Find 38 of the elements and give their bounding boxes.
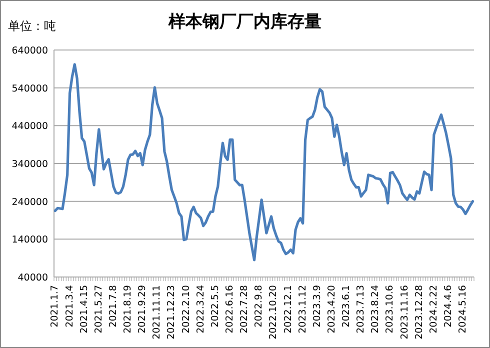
x-tick-label: 2024.4.6 (443, 285, 454, 328)
x-tick-label: 2021.3.4 (64, 285, 76, 328)
x-tick-label: 2022.9.8 (254, 285, 265, 328)
y-tick-label: 140000 (12, 234, 48, 246)
x-tick-label: 2024.5.16 (458, 285, 469, 334)
x-tick-label: 2021.5.27 (93, 285, 104, 334)
x-tick-label: 2022.5.5 (210, 285, 221, 328)
x-tick-label: 2022.3.24 (195, 285, 206, 334)
x-tick-label: 2023.4.20 (326, 285, 338, 334)
y-tick-label: 540000 (12, 83, 48, 94)
x-tick-label: 2023.7.13 (356, 285, 367, 334)
x-tick-label: 2021.9.29 (137, 285, 148, 334)
y-tick-label: 40000 (18, 272, 48, 284)
x-tick-label: 2024.2.22 (428, 285, 440, 334)
x-tick-label: 2021.7.8 (108, 285, 119, 328)
x-tick-label: 2022.7.28 (239, 285, 250, 334)
chart-title: 样本钢厂厂内库存量 (168, 12, 322, 32)
x-tick-label: 2023.1.12 (297, 285, 308, 334)
y-tick-label: 340000 (12, 159, 48, 170)
y-tick-label: 240000 (12, 196, 48, 208)
x-tick-label: 2021.1.7 (50, 285, 61, 328)
x-tick-label: 2021.4.15 (78, 285, 90, 334)
y-axis-title: 单位：吨 (8, 19, 56, 33)
y-tick-label: 440000 (12, 121, 48, 132)
x-tick-label: 2022.10.20 (268, 285, 280, 340)
y-tick-label: 640000 (12, 46, 48, 56)
x-tick-label: 2023.12.28 (414, 285, 425, 340)
x-tick-label: 2023.8.24 (370, 285, 382, 334)
x-tick-label: 2023.10.6 (384, 285, 396, 334)
x-tick-label: 2021.8.19 (122, 285, 134, 334)
x-tick-label: 2023.11.16 (399, 285, 410, 340)
x-tick-label: 2023.3.9 (312, 285, 323, 328)
x-tick-label: 2021.12.23 (166, 285, 178, 340)
x-tick-label: 2022.12.1 (282, 285, 294, 334)
x-tick-label: 2021.11.11 (152, 285, 163, 340)
x-tick-label: 2023.6.1 (341, 285, 352, 328)
x-tick-label: 2022.6.16 (224, 285, 236, 334)
x-tick-label: 2022.2.10 (180, 285, 192, 334)
